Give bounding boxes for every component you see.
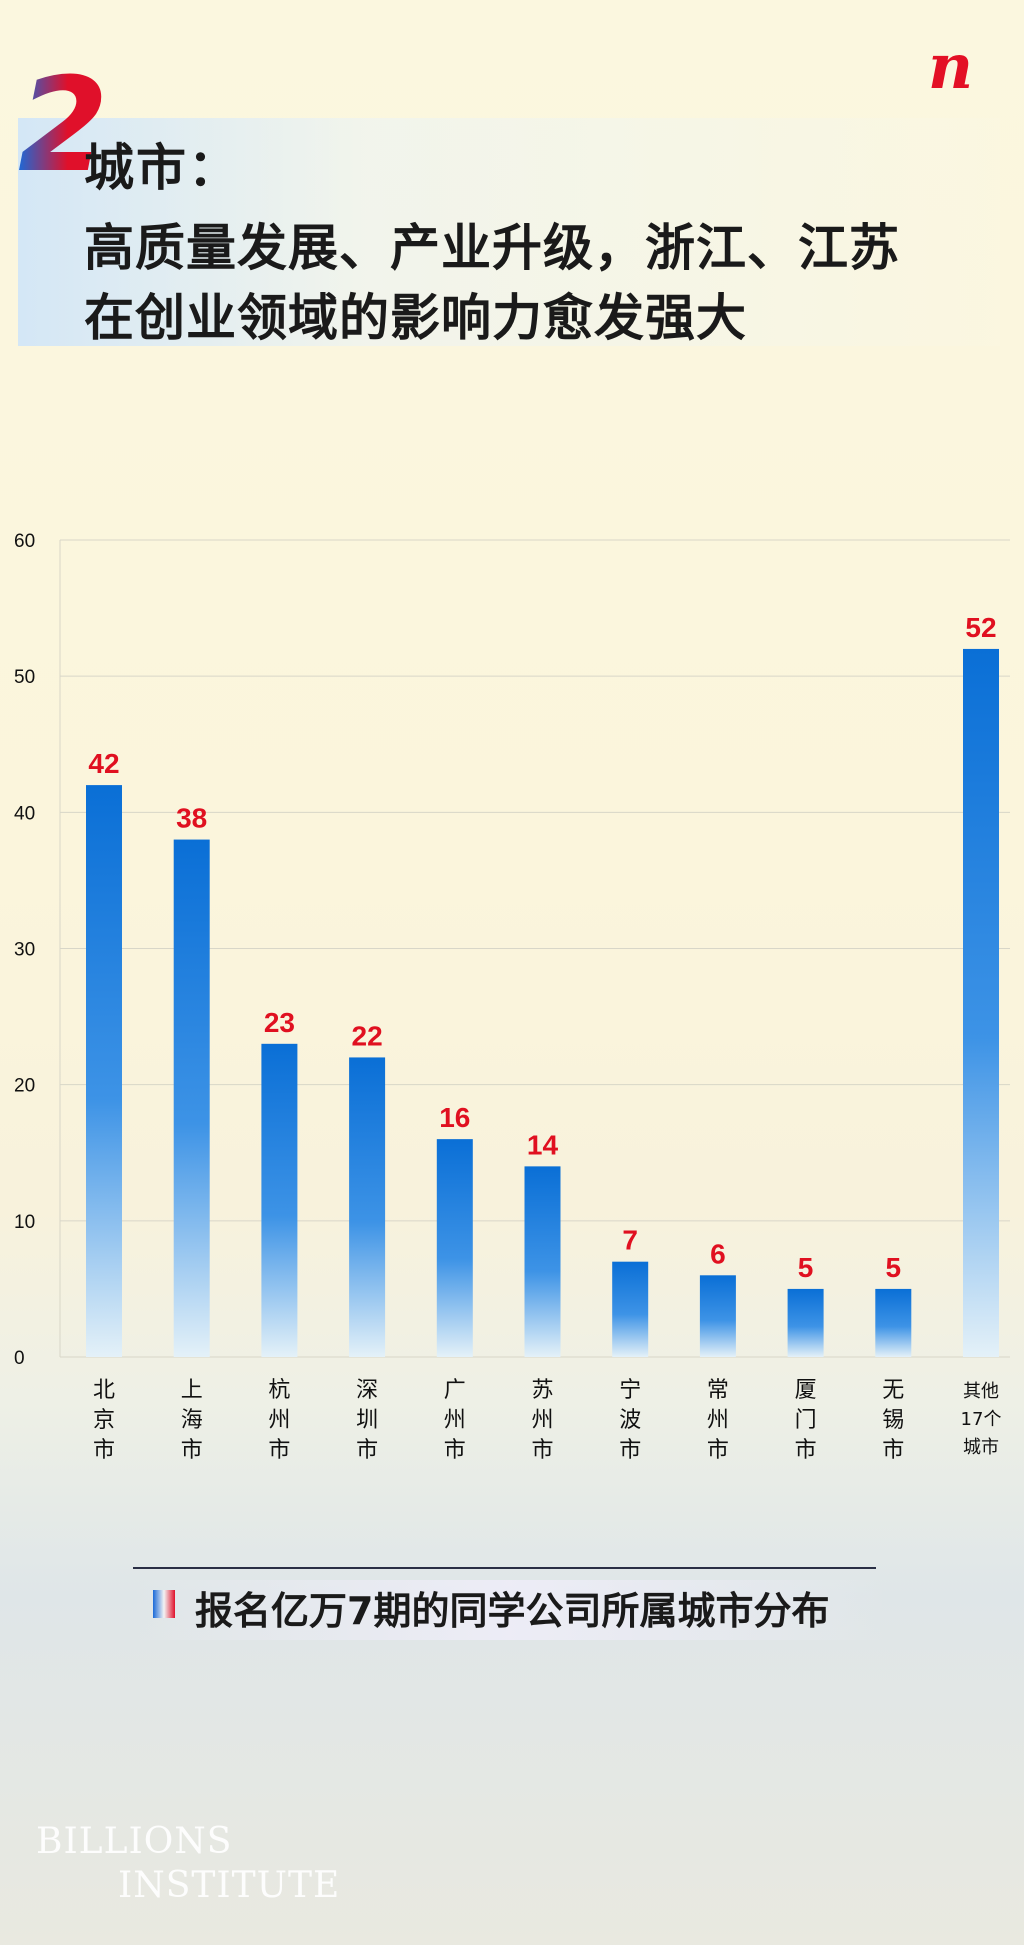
caption-marker-icon	[153, 1590, 175, 1618]
y-tick-label: 40	[14, 803, 35, 824]
x-tick-label: 市	[356, 1438, 378, 1463]
bar	[86, 785, 122, 1357]
title-subline-1: 高质量发展、产业升级，浙江、江苏	[84, 219, 900, 277]
bar	[787, 1288, 824, 1357]
x-tick-label: 海	[181, 1408, 203, 1433]
y-tick-label: 0	[14, 1348, 25, 1369]
x-tick-label: 波	[619, 1408, 641, 1433]
bar-value-label: 16	[439, 1102, 470, 1133]
bar-value-label: 42	[88, 748, 119, 779]
x-tick-label: 市	[795, 1438, 817, 1463]
x-tick-label: 17个	[961, 1409, 1002, 1430]
x-tick-label: 州	[268, 1408, 290, 1433]
y-tick-label: 20	[14, 1076, 35, 1097]
brand-line-2: INSTITUTE	[118, 1865, 341, 1906]
x-tick-label: 宁	[619, 1378, 641, 1403]
caption-background	[130, 1580, 890, 1640]
bar-value-label: 22	[352, 1020, 383, 1051]
x-tick-label: 门	[795, 1408, 817, 1433]
bar	[524, 1166, 561, 1357]
x-tick-label: 市	[531, 1438, 553, 1463]
bar-value-label: 5	[886, 1252, 902, 1283]
brand-n-logo: n	[928, 38, 973, 98]
bar-value-label: 52	[965, 612, 996, 643]
x-tick-label: 市	[93, 1438, 115, 1463]
x-tick-label: 苏	[531, 1378, 553, 1403]
title-city: 城市：	[84, 139, 240, 197]
brand-watermark: BILLIONS INSTITUTE	[36, 1820, 340, 1908]
x-tick-label: 市	[882, 1438, 904, 1463]
bar	[612, 1261, 649, 1357]
bar-value-label: 38	[176, 803, 207, 834]
bar	[699, 1275, 736, 1357]
bar	[963, 648, 999, 1357]
x-tick-label: 州	[444, 1408, 466, 1433]
x-tick-label: 州	[531, 1408, 553, 1433]
brand-line-1: BILLIONS	[36, 1821, 233, 1862]
y-tick-label: 60	[14, 531, 35, 552]
x-tick-label: 城市	[963, 1437, 999, 1458]
x-tick-label: 市	[181, 1438, 203, 1463]
x-tick-label: 市	[619, 1438, 641, 1463]
x-tick-label: 常	[707, 1378, 729, 1403]
bar	[349, 1057, 386, 1357]
bar-value-label: 14	[527, 1129, 559, 1160]
svg-text:2: 2	[18, 55, 108, 185]
x-tick-label: 州	[707, 1408, 729, 1433]
y-tick-label: 30	[14, 940, 35, 961]
x-tick-label: 其他	[963, 1381, 999, 1402]
x-tick-label: 深	[356, 1378, 378, 1403]
x-tick-label: 无	[882, 1378, 904, 1403]
x-tick-label: 市	[707, 1438, 729, 1463]
x-tick-label: 厦	[795, 1378, 817, 1403]
x-tick-label: 京	[93, 1408, 115, 1433]
chart-caption: 报名亿万7期的同学公司所属城市分布	[195, 1589, 830, 1633]
x-tick-label: 杭	[268, 1378, 290, 1403]
svg-text:n: n	[928, 38, 973, 98]
x-tick-label: 广	[444, 1378, 466, 1403]
bar-value-label: 23	[264, 1007, 295, 1038]
bar	[875, 1288, 912, 1357]
y-tick-label: 10	[14, 1212, 35, 1233]
caption-divider	[133, 1567, 876, 1569]
x-tick-label: 锡	[882, 1408, 904, 1433]
title-background	[18, 118, 1000, 346]
bar	[261, 1043, 298, 1357]
title-subline-2: 在创业领域的影响力愈发强大	[84, 289, 747, 347]
bar	[173, 839, 210, 1357]
x-tick-label: 市	[444, 1438, 466, 1463]
y-tick-label: 50	[14, 667, 35, 688]
x-tick-label: 市	[268, 1438, 290, 1463]
bar-value-label: 7	[622, 1225, 638, 1256]
bar-value-label: 5	[798, 1252, 814, 1283]
bar-value-label: 6	[710, 1238, 726, 1269]
x-tick-label: 北	[93, 1378, 115, 1403]
x-tick-label: 圳	[356, 1408, 378, 1433]
section-number: 2	[18, 55, 108, 185]
x-tick-label: 上	[181, 1378, 203, 1403]
bar	[436, 1139, 473, 1357]
